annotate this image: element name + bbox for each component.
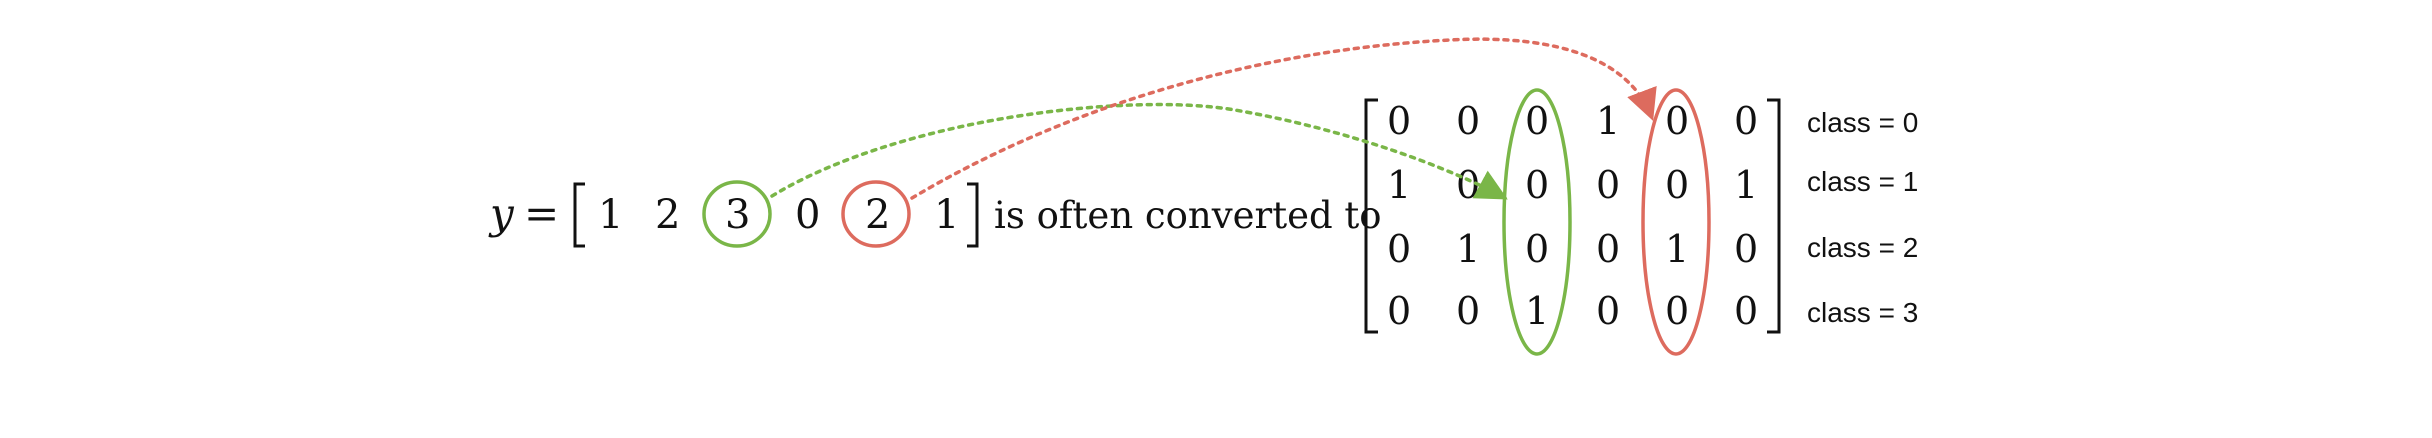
matrix-cell: 0 [1387, 227, 1411, 271]
matrix-cell: 0 [1525, 99, 1549, 143]
class-label: class = 0 [1807, 107, 1918, 138]
matrix-cell: 0 [1387, 289, 1411, 333]
red-highlight-circle [841, 180, 911, 248]
vector-left-bracket [573, 182, 585, 248]
matrix-cell: 0 [1734, 99, 1758, 143]
matrix-cell: 0 [1665, 163, 1689, 207]
matrix-cell: 0 [1596, 289, 1620, 333]
matrix-left-bracket [1364, 98, 1378, 334]
matrix-cell: 0 [1456, 99, 1480, 143]
red-column-ellipse [1641, 88, 1711, 356]
class-label: class = 3 [1807, 297, 1918, 328]
matrix-cell: 1 [1387, 163, 1411, 207]
matrix-cell: 1 [1456, 227, 1480, 271]
matrix-cell: 0 [1665, 289, 1689, 333]
green-highlight-circle [702, 180, 772, 248]
equals-sign: = [524, 189, 559, 238]
matrix-cell: 0 [1525, 227, 1549, 271]
matrix-cell: 1 [1596, 99, 1620, 143]
matrix-cell: 0 [1734, 289, 1758, 333]
class-label: class = 2 [1807, 232, 1918, 263]
vector-element: 1 [934, 192, 959, 238]
one-hot-matrix: 0 0 0 1 0 0 1 0 0 0 0 1 0 1 0 0 1 0 0 0 … [1387, 99, 1758, 333]
matrix-cell: 1 [1734, 163, 1758, 207]
matrix-cell: 0 [1596, 227, 1620, 271]
matrix-cell: 0 [1734, 227, 1758, 271]
vector-variable: y [488, 189, 515, 238]
vector-element: 1 [598, 192, 623, 238]
vector-element: 0 [795, 192, 820, 238]
green-column-ellipse [1502, 88, 1572, 356]
matrix-cell: 0 [1387, 99, 1411, 143]
matrix-cell: 1 [1665, 227, 1689, 271]
vector-element: 2 [865, 192, 890, 238]
matrix-right-bracket [1767, 98, 1781, 334]
vector-right-bracket [967, 182, 979, 248]
class-label: class = 1 [1807, 166, 1918, 197]
red-dotted-arrow [910, 37, 1657, 200]
matrix-cell: 0 [1665, 99, 1689, 143]
matrix-cell: 0 [1525, 163, 1549, 207]
matrix-cell: 0 [1596, 163, 1620, 207]
matrix-cell: 1 [1525, 289, 1549, 333]
matrix-cell: 0 [1456, 289, 1480, 333]
vector-element: 3 [725, 192, 750, 238]
green-dotted-arrow [770, 102, 1508, 200]
vector-element: 2 [655, 192, 680, 238]
conversion-phrase: is often converted to [994, 194, 1382, 237]
